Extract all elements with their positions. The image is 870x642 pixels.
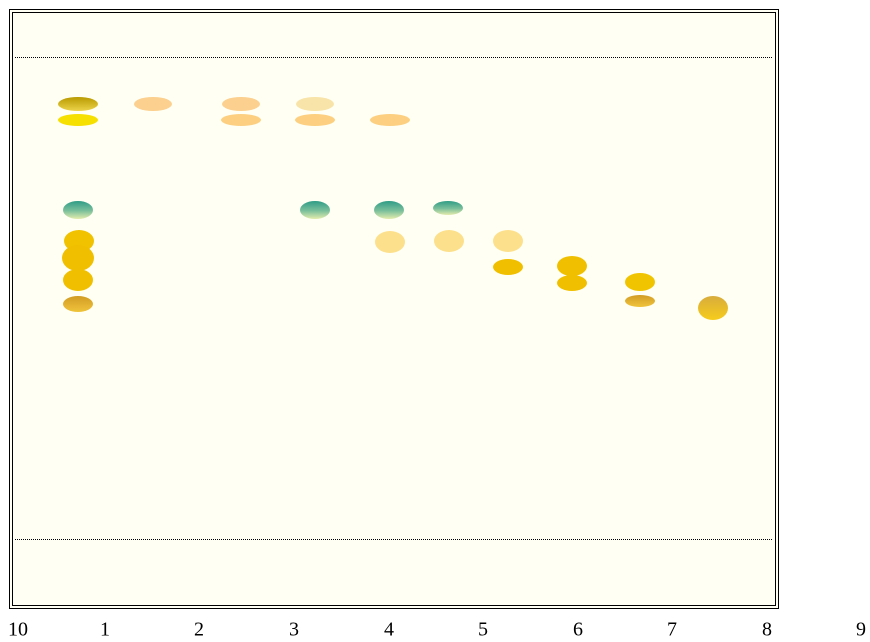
spot (63, 201, 93, 219)
spot (625, 273, 655, 291)
lane-labels: 10 1 2 3 4 5 6 7 8 9 (8, 619, 866, 641)
spot (557, 275, 587, 291)
lane-label: 4 (384, 619, 394, 641)
spot (300, 201, 330, 219)
lane-label: 3 (289, 619, 299, 641)
plate-outer-border (10, 10, 779, 609)
spot (296, 97, 334, 111)
spot (434, 230, 464, 252)
spot (63, 296, 93, 312)
spot (375, 231, 405, 253)
spot (370, 114, 410, 126)
lane-label: 6 (573, 619, 583, 641)
spot (493, 230, 523, 252)
lane-label: 7 (667, 619, 677, 641)
spot (221, 114, 261, 126)
spot (625, 295, 655, 307)
tlc-plate-diagram: 10 1 2 3 4 5 6 7 8 9 (0, 0, 870, 642)
plate (10, 10, 779, 609)
lane-label: 9 (856, 619, 866, 641)
spot (63, 269, 93, 291)
spot (295, 114, 335, 126)
spot (698, 296, 728, 320)
lane-label: 1 (100, 619, 110, 641)
spot (58, 114, 98, 126)
lane-label: 10 (8, 619, 28, 641)
lane-label: 5 (478, 619, 488, 641)
lane-label: 2 (194, 619, 204, 641)
spot (222, 97, 260, 111)
spot (493, 259, 523, 275)
spot (62, 245, 94, 271)
spot (433, 201, 463, 215)
spot (557, 256, 587, 276)
lane-label: 8 (762, 619, 772, 641)
spot (134, 97, 172, 111)
spot (374, 201, 404, 219)
spot (58, 97, 98, 111)
